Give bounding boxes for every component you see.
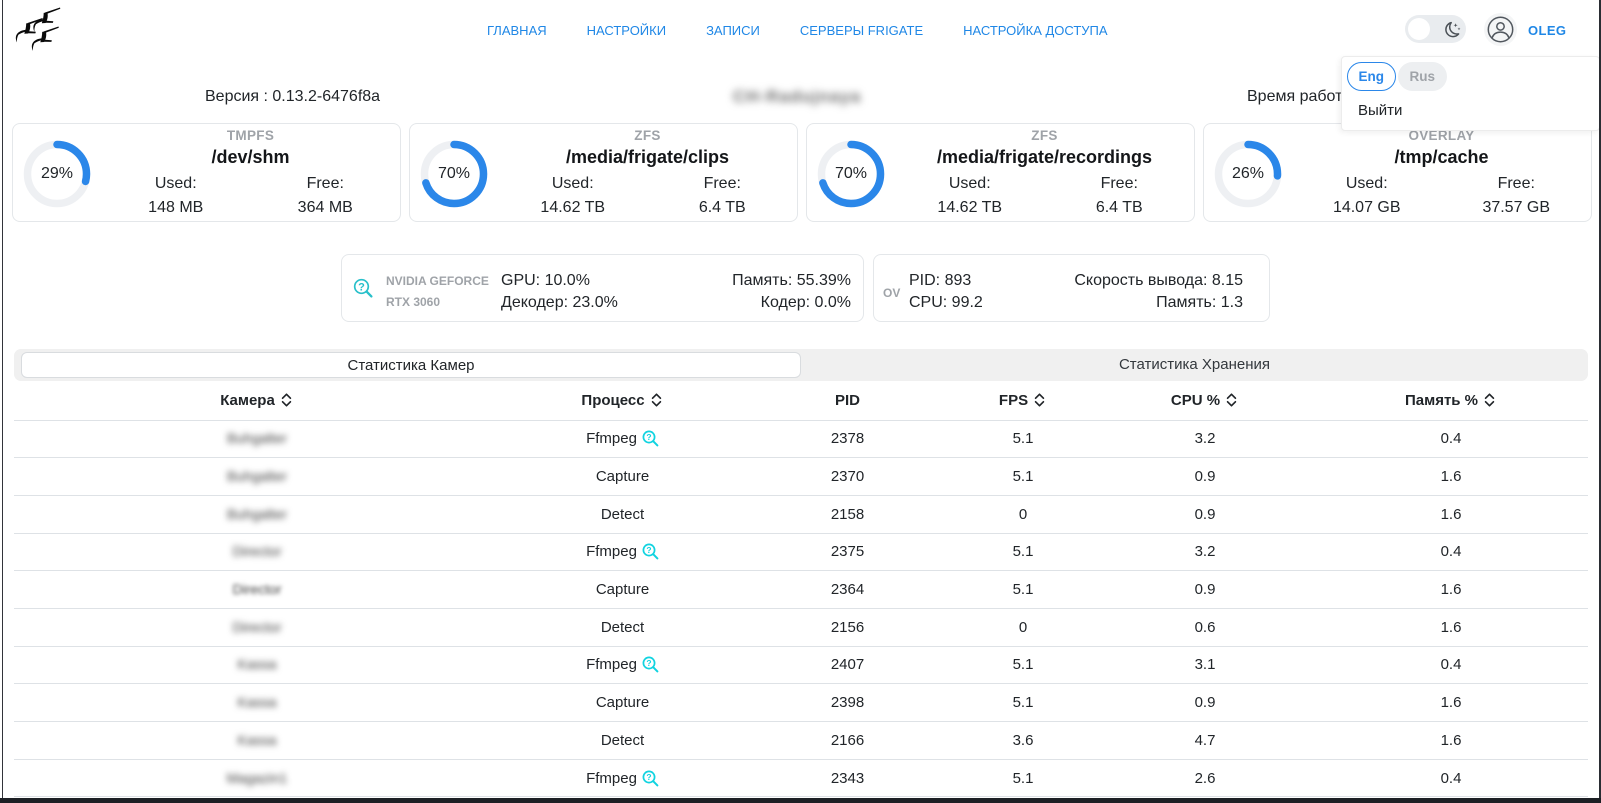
- svg-text:?: ?: [646, 658, 651, 668]
- svg-text:?: ?: [358, 281, 365, 293]
- svg-text:?: ?: [646, 432, 651, 442]
- svg-text:?: ?: [646, 772, 651, 782]
- svg-text:?: ?: [646, 545, 651, 555]
